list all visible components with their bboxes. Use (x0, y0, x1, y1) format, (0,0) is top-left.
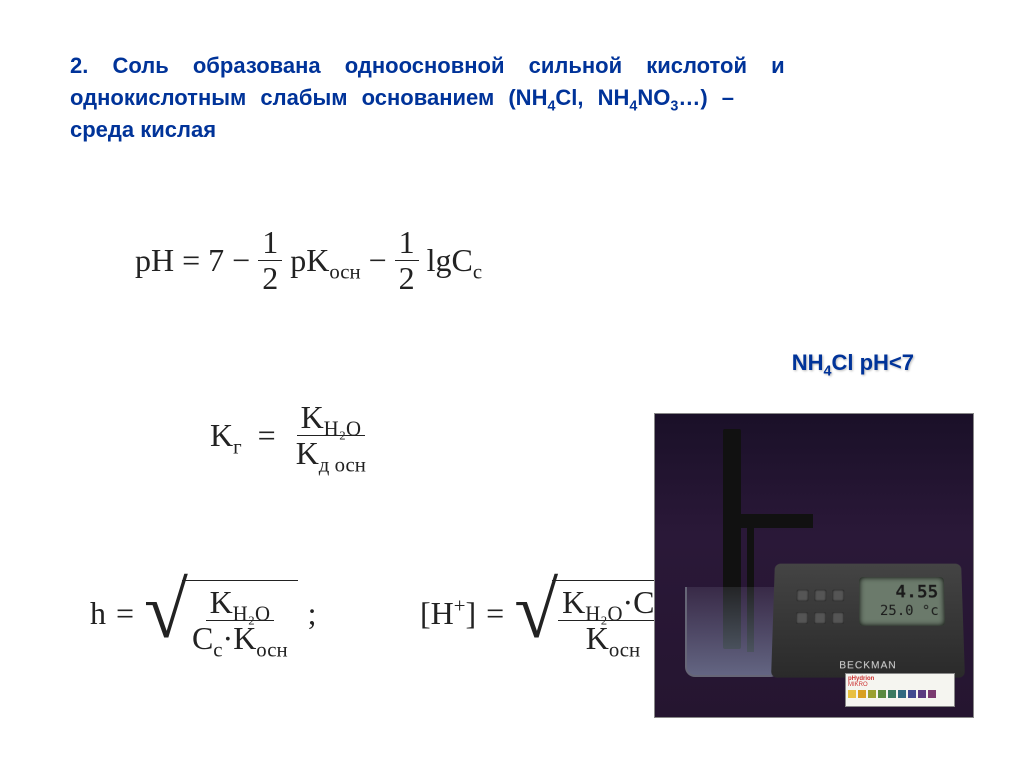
formula-ph: pH = 7 − 1 2 pKосн − 1 2 lgCс (135, 225, 482, 296)
hplus-denominator: Kосн (582, 621, 644, 656)
semicolon: ; (308, 595, 317, 632)
equals-sign: = (116, 595, 134, 632)
heading-line-1: 2. Соль образована одноосновной сильной … (70, 50, 954, 82)
hplus-lhs: [H+] (420, 595, 476, 632)
meter-brand: BECKMAN (771, 660, 964, 671)
fraction-half-2: 1 2 (395, 225, 419, 296)
strip-color-swatch (868, 690, 876, 698)
h-lhs: h (90, 595, 106, 632)
stand-crossbar (723, 514, 813, 528)
minus-sign: − (232, 242, 250, 279)
photo-caption: NH4Cl pH<7 (792, 350, 914, 376)
pk-term: pKосн (290, 242, 360, 279)
strip-colors (848, 690, 952, 698)
kg-denominator: Kд осн (292, 436, 370, 471)
sqrt-h: √ KH₂O Cс·Kосн (144, 570, 298, 656)
strip-color-swatch (918, 690, 926, 698)
kg-fraction: KH₂O Kд осн (292, 400, 370, 471)
h-fraction: KH₂O Cс·Kосн (188, 585, 292, 656)
equals-sign: = (182, 242, 200, 279)
meter-display: 4.55 25.0 °c (859, 577, 945, 626)
beaker-icon (685, 587, 780, 677)
h-numerator: KH₂O (206, 585, 274, 621)
slide-heading: 2. Соль образована одноосновной сильной … (40, 50, 984, 146)
lgc-term: lgCс (427, 242, 482, 279)
equals-sign: = (258, 417, 276, 454)
slide: 2. Соль образована одноосновной сильной … (0, 0, 1024, 768)
strip-color-swatch (888, 690, 896, 698)
hplus-fraction: KH₂O·Cс Kосн (558, 585, 668, 656)
const-7: 7 (208, 242, 224, 279)
sqrt-hplus: √ KH₂O·Cс Kосн (514, 570, 674, 656)
ph-strip-chart: pHydrion MIKRO (845, 673, 955, 707)
strip-color-swatch (858, 690, 866, 698)
formula-kg: Kг = KH₂O Kд осн (210, 400, 370, 471)
radical-icon: √ (514, 576, 558, 662)
strip-label-2: MIKRO (848, 682, 952, 688)
formula-h-plus: [H+] = √ KH₂O·Cс Kосн (420, 570, 674, 656)
fraction-half-1: 1 2 (258, 225, 282, 296)
ph-meter-device: 4.55 25.0 °c BECKMAN (771, 564, 965, 678)
ph-meter-photo: 4.55 25.0 °c BECKMAN pHydrion MIKRO (654, 413, 974, 718)
strip-color-swatch (908, 690, 916, 698)
equals-sign: = (486, 595, 504, 632)
minus-sign: − (369, 242, 387, 279)
kg-lhs: Kг (210, 417, 242, 454)
h-denominator: Cс·Kосн (188, 621, 292, 656)
meter-buttons (793, 587, 849, 632)
heading-line-2: однокислотным слабым основанием (NH4Cl, … (70, 82, 954, 114)
display-ph-value: 4.55 (865, 582, 939, 603)
heading-line-3: среда кислая (70, 114, 954, 146)
strip-color-swatch (928, 690, 936, 698)
hplus-numerator: KH₂O·Cс (558, 585, 668, 621)
radical-icon: √ (144, 576, 188, 662)
formula-h: h = √ KH₂O Cс·Kосн ; (90, 570, 316, 656)
kg-numerator: KH₂O (297, 400, 365, 436)
strip-color-swatch (898, 690, 906, 698)
ph-lhs: pH (135, 242, 174, 279)
strip-color-swatch (848, 690, 856, 698)
display-temp-value: 25.0 °c (865, 603, 939, 620)
strip-color-swatch (878, 690, 886, 698)
